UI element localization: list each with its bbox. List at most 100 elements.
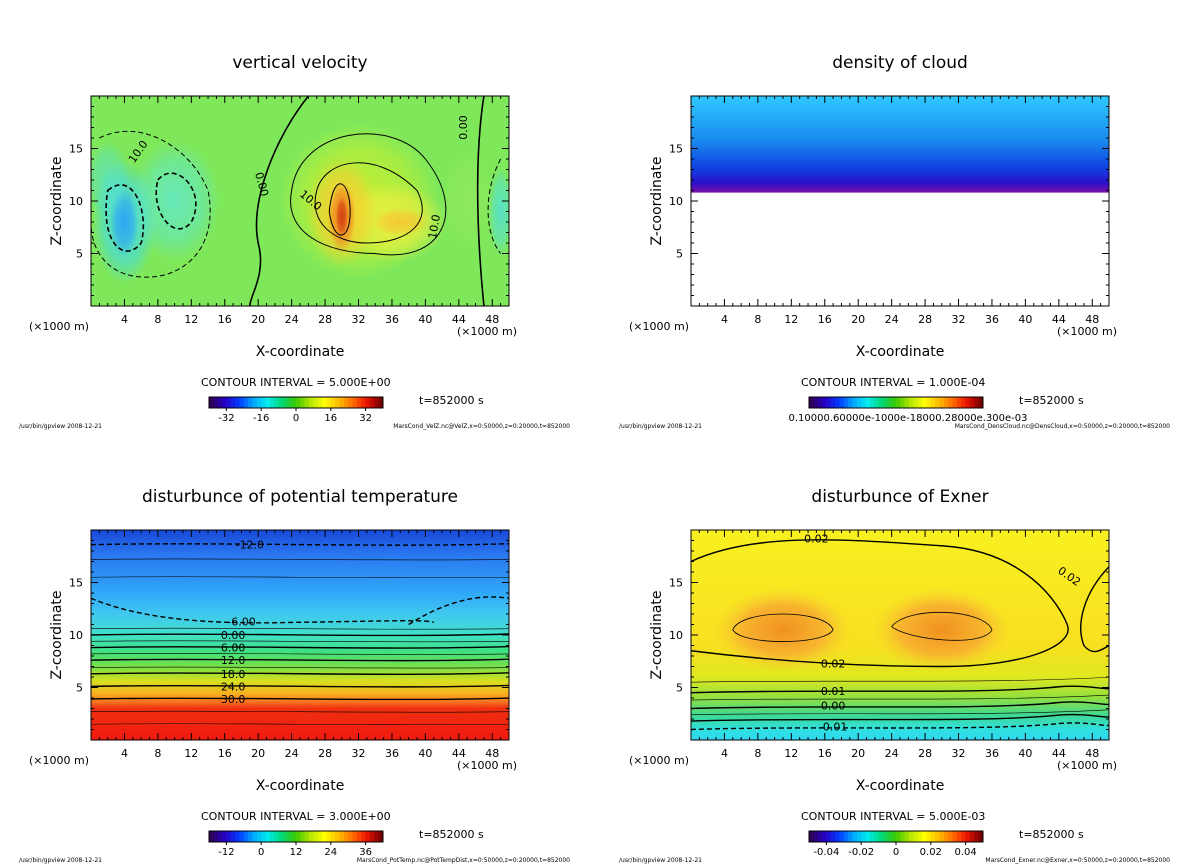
colorbar-cell [822,397,827,408]
x-tick-label: 4 [721,313,728,326]
x-tick-label: 8 [754,747,761,760]
x-tick-label: 32 [952,313,966,326]
contour-line [91,710,509,713]
contour-label: -0.01 [819,721,847,734]
x-tick-label: 36 [385,313,399,326]
colorbar-cell [809,397,814,408]
colorbar-cell [874,397,879,408]
colorbar-cell [956,831,962,842]
x-axis-title: X-coordinate [256,344,345,360]
colorbar-cell [239,831,245,842]
colorbar-cell [865,397,871,408]
y-tick-label: 10 [669,195,683,208]
colorbar-cell [269,831,275,842]
colorbar-cell [243,831,249,842]
contour-label: 6.00 [221,642,246,655]
colorbar-cell [935,831,940,842]
colorbar-cell [948,397,953,408]
colorbar-cell [378,397,384,408]
colorbar-cell [343,397,349,408]
colorbar-label: 12 [290,847,303,858]
colorbar-cell [330,831,336,842]
x-tick-label: 12 [184,313,198,326]
contour-label: 0.00 [252,171,271,198]
colorbar-cell [300,831,306,842]
colorbar-cell [317,397,323,408]
x-tick-label: 32 [352,313,366,326]
colorbar-cell [309,397,314,408]
time-label: t=852000 s [1019,828,1084,841]
contour-line [691,701,1109,710]
colorbar-cell [848,831,853,842]
colorbar-cell [917,397,923,408]
x-tick-label: 40 [1018,313,1032,326]
colorbar-cell [335,397,340,408]
contour-line [1080,566,1109,653]
x-tick-label: 20 [851,747,865,760]
colorbar-cell [891,397,897,408]
x-tick-label: 32 [352,747,366,760]
field-feature [335,196,348,237]
x-unit-label: (×1000 m) [29,754,89,767]
colorbar-cell [904,397,910,408]
colorbar-cell [939,831,945,842]
colorbar-cell [943,397,949,408]
colorbar-cell [948,831,953,842]
colorbar-cell [943,831,949,842]
contour-line [691,685,1109,694]
colorbar-cell [809,831,814,842]
x-axis-title: X-coordinate [856,778,945,794]
contour-line [732,613,834,642]
colorbar-label: -12 [218,847,234,858]
colorbar-cell [322,397,327,408]
colorbar-cell [269,397,275,408]
colorbar-cell [313,397,319,408]
colorbar-label: -32 [218,413,234,424]
contour-interval: CONTOUR INTERVAL = 3.000E+00 [201,810,391,823]
chart-title: density of cloud [832,53,968,73]
contour-label: 0.00 [221,629,246,642]
colorbar-cell [909,831,914,842]
colorbar-cell [213,397,219,408]
colorbar-cell [343,831,349,842]
contour-line [691,539,1069,668]
y-axis-title: Z-coordinate [49,156,65,245]
time-label: t=852000 s [1019,394,1084,407]
pressure-maximum [871,587,1012,672]
colorbar-cell [974,397,980,408]
x-tick-label: 16 [218,313,232,326]
x-tick-label: 40 [418,313,432,326]
x-tick-label: 4 [121,747,128,760]
contour-line [691,676,1109,683]
colorbar-cell [356,831,362,842]
x-tick-label: 28 [918,747,932,760]
chart-panel-3: disturbunce of potential temperature -12.… [19,487,570,864]
colorbar-cell [248,397,253,408]
colorbar-cell [356,397,362,408]
footer-left: /usr/bin/gpview 2008-12-21 [619,857,702,864]
contour-label: 0.02 [804,533,829,546]
x-tick-label: 36 [985,747,999,760]
colorbar-cell [822,831,827,842]
contour-line [476,96,485,306]
colorbar-cell [365,831,371,842]
contour-line [91,666,509,669]
y-tick-label: 5 [76,248,83,261]
x-tick-label: 48 [485,747,499,760]
colorbar-cell [961,397,966,408]
colorbar-cell [917,831,923,842]
colorbar-cell [348,397,353,408]
colorbar-label: 0.04 [954,847,976,858]
x-tick-label: 48 [1085,747,1099,760]
colorbar-cell [226,831,232,842]
pressure-maximum [712,587,853,672]
x-tick-label: 44 [452,313,466,326]
colorbar-cell [265,397,271,408]
colorbar: -32 -16 0 16 32 [208,396,384,424]
colorbar: -12 0 12 24 36 [208,830,384,858]
colorbar-cell [813,397,819,408]
colorbar-cell [843,397,849,408]
colorbar-cell [213,831,219,842]
x-tick-label: 48 [1085,313,1099,326]
